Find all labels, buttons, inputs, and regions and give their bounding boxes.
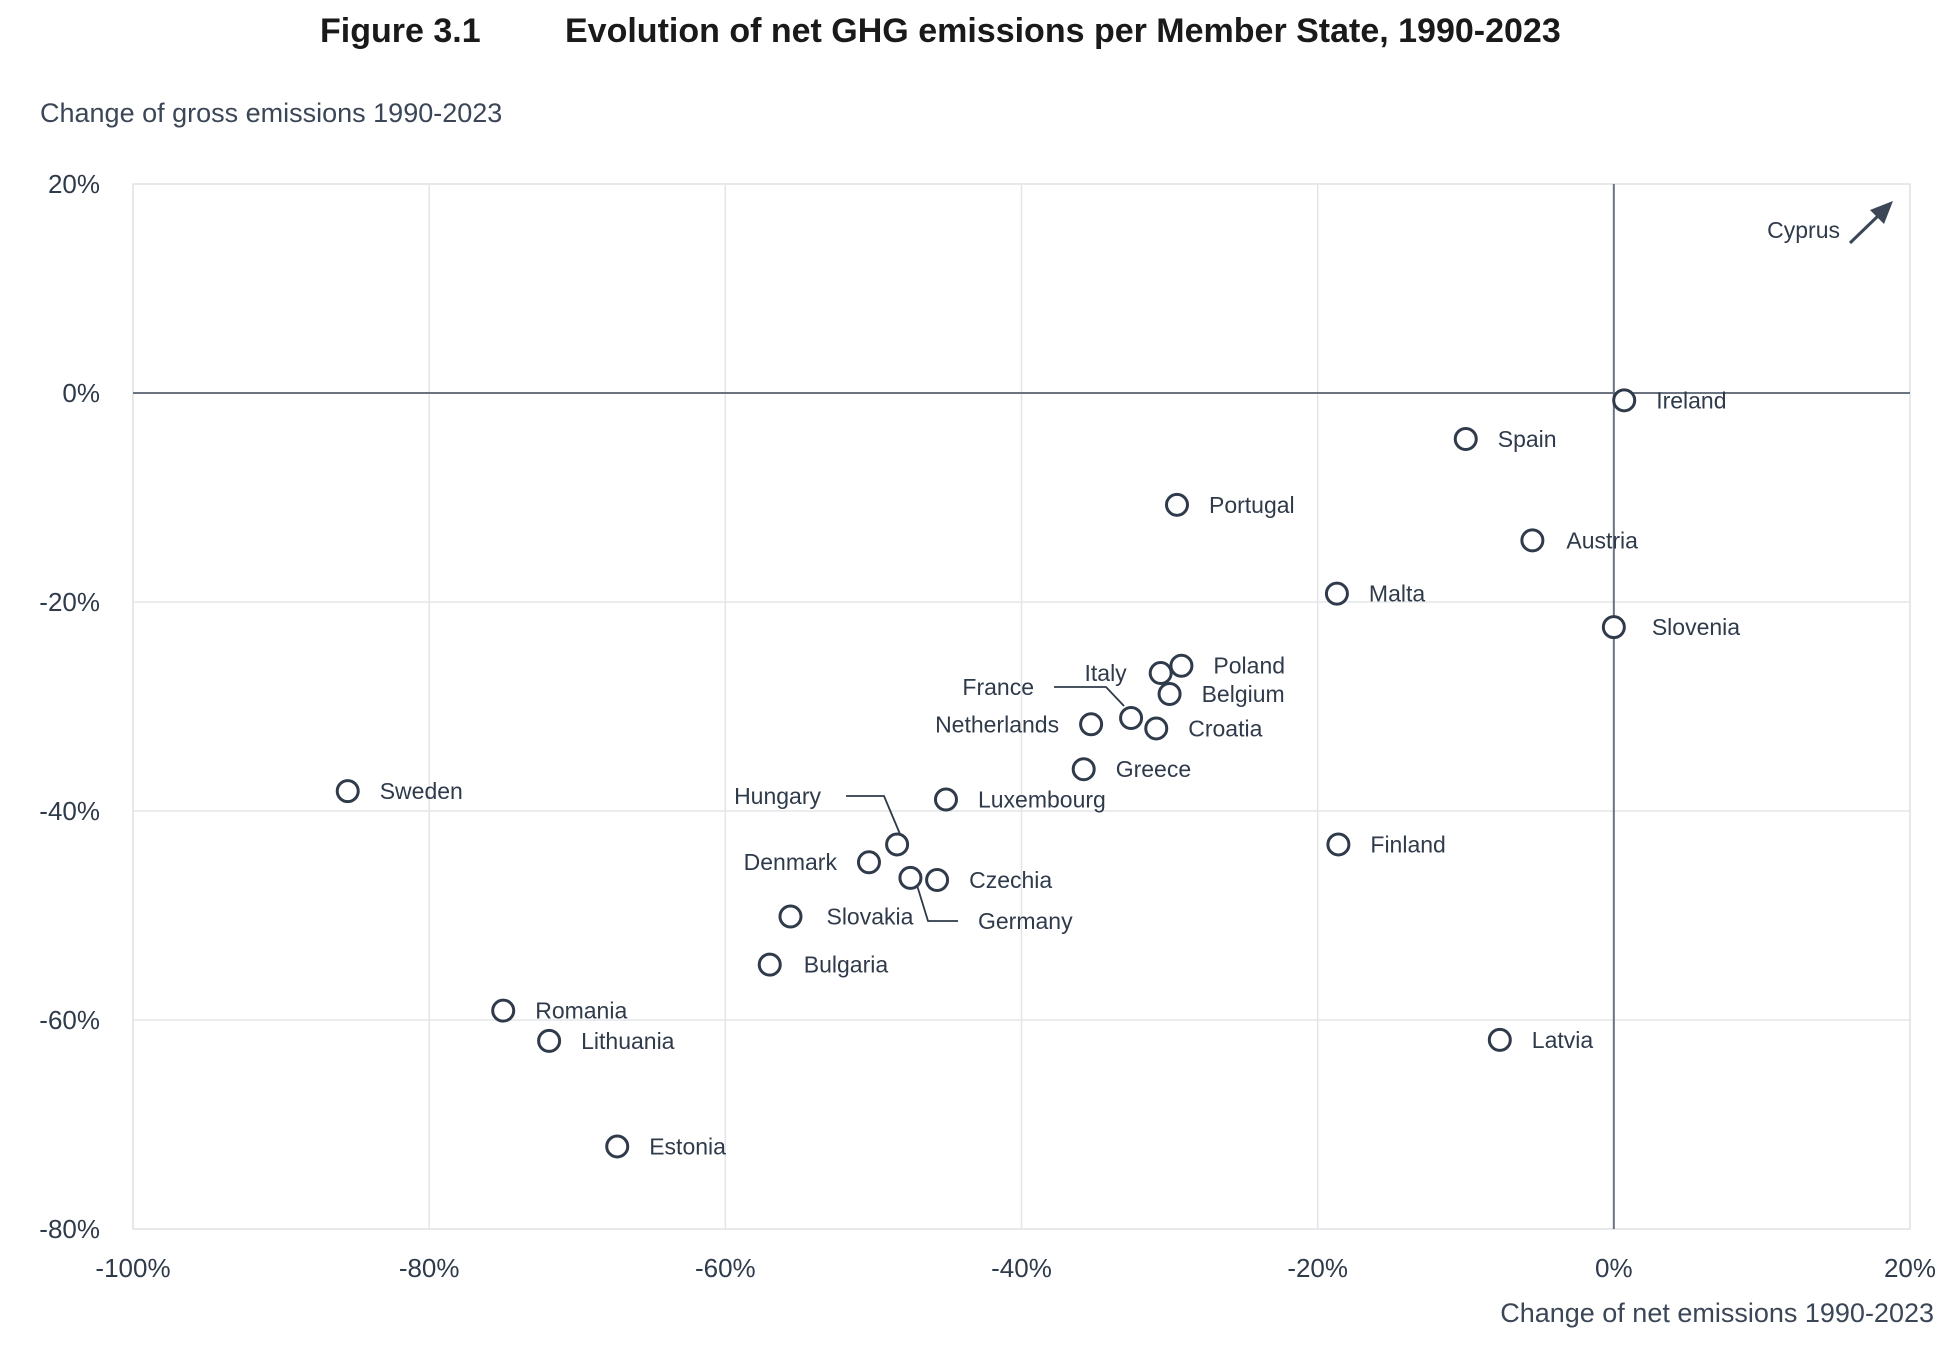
point-label-spain: Spain [1498, 426, 1557, 452]
point-france [1121, 707, 1142, 728]
point-label-portugal: Portugal [1209, 492, 1295, 518]
point-label-cyprus: Cyprus [1767, 217, 1840, 243]
point-label-belgium: Belgium [1202, 681, 1285, 707]
y-tick-label: 20% [48, 169, 100, 199]
x-tick-label: -100% [95, 1253, 170, 1283]
arrow-shaft-cyprus [1850, 214, 1880, 243]
x-tick-label: -80% [399, 1253, 460, 1283]
point-slovenia [1603, 617, 1624, 638]
point-netherlands [1081, 714, 1102, 735]
point-latvia [1489, 1029, 1510, 1050]
point-label-czechia: Czechia [969, 867, 1052, 893]
point-label-romania: Romania [535, 998, 627, 1024]
point-label-slovenia: Slovenia [1652, 614, 1740, 640]
point-label-estonia: Estonia [649, 1133, 726, 1159]
x-tick-label: -20% [1287, 1253, 1348, 1283]
point-luxembourg [935, 789, 956, 810]
point-poland [1171, 655, 1192, 676]
point-label-hungary: Hungary [734, 783, 821, 809]
x-tick-label: -60% [695, 1253, 756, 1283]
point-lithuania [539, 1030, 560, 1051]
y-tick-label: -60% [39, 1005, 100, 1035]
leader-line-hungary [846, 796, 900, 834]
point-czechia [927, 869, 948, 890]
point-label-finland: Finland [1370, 831, 1445, 857]
point-label-italy: Italy [1085, 660, 1128, 686]
point-romania [493, 1000, 514, 1021]
x-tick-label: 20% [1884, 1253, 1936, 1283]
point-spain [1455, 428, 1476, 449]
point-greece [1073, 759, 1094, 780]
point-label-greece: Greece [1116, 756, 1191, 782]
y-tick-label: -20% [39, 587, 100, 617]
point-belgium [1159, 683, 1180, 704]
point-finland [1328, 834, 1349, 855]
x-tick-label: 0% [1595, 1253, 1633, 1283]
point-malta [1326, 583, 1347, 604]
point-label-ireland: Ireland [1656, 387, 1726, 413]
point-label-austria: Austria [1566, 527, 1638, 553]
point-croatia [1146, 718, 1167, 739]
point-label-poland: Poland [1213, 653, 1285, 679]
point-label-lithuania: Lithuania [581, 1028, 675, 1054]
point-label-sweden: Sweden [380, 778, 463, 804]
point-label-croatia: Croatia [1188, 715, 1262, 741]
point-italy [1150, 663, 1171, 684]
point-label-slovakia: Slovakia [826, 904, 913, 930]
point-sweden [337, 781, 358, 802]
point-austria [1522, 530, 1543, 551]
x-tick-label: -40% [991, 1253, 1052, 1283]
point-bulgaria [759, 954, 780, 975]
point-label-luxembourg: Luxembourg [978, 787, 1106, 813]
y-tick-label: -80% [39, 1214, 100, 1244]
point-label-france: France [962, 674, 1034, 700]
y-tick-label: 0% [62, 378, 100, 408]
leader-line-france [1054, 687, 1124, 706]
point-portugal [1166, 494, 1187, 515]
point-label-netherlands: Netherlands [935, 711, 1059, 737]
point-ireland [1614, 390, 1635, 411]
point-germany [900, 867, 921, 888]
point-label-denmark: Denmark [744, 849, 838, 875]
point-label-germany: Germany [978, 908, 1073, 934]
point-label-malta: Malta [1369, 581, 1425, 607]
point-label-latvia: Latvia [1532, 1027, 1594, 1053]
y-tick-label: -40% [39, 796, 100, 826]
point-label-bulgaria: Bulgaria [804, 952, 889, 978]
point-hungary [887, 834, 908, 855]
point-slovakia [780, 906, 801, 927]
point-denmark [858, 852, 879, 873]
point-estonia [607, 1136, 628, 1157]
